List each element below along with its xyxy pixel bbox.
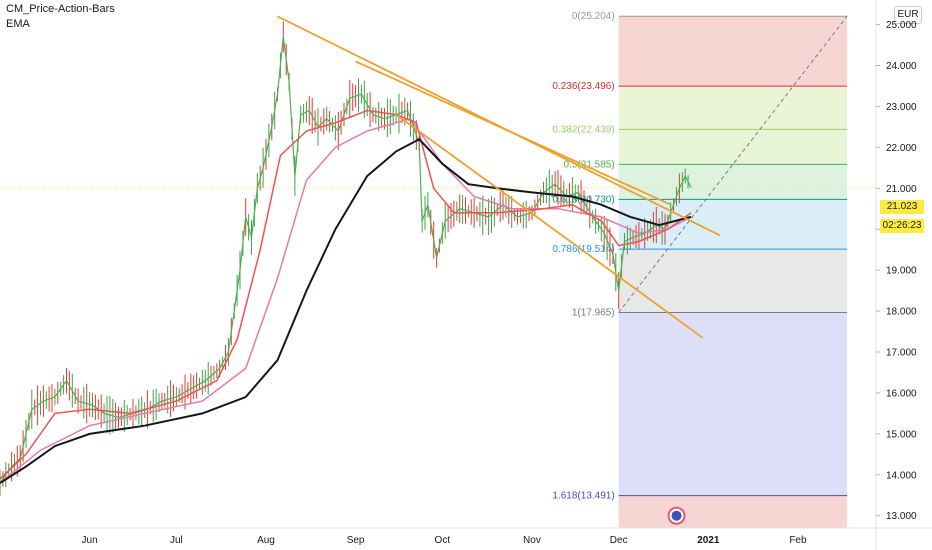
y-tick-label: 25.000 [886, 20, 917, 31]
y-tick-label: 18.000 [886, 307, 917, 318]
fib-zone [618, 86, 848, 130]
y-tick-label: 13.000 [886, 511, 917, 522]
fib-level-label: 0.5(21.585) [564, 159, 615, 170]
y-tick-label: 23.000 [886, 102, 917, 113]
trendline [355, 60, 672, 206]
x-tick-label: Feb [789, 535, 807, 546]
fib-zone [618, 249, 848, 313]
x-tick-label: 2021 [697, 535, 720, 546]
last-price-tag: 21.023 [880, 200, 924, 214]
fib-trend-line [618, 15, 848, 313]
y-tick-label: 16.000 [886, 388, 917, 399]
fib-zone [618, 16, 848, 87]
fib-level-label: 0.382(22.439) [552, 124, 614, 135]
indicator-label-price-action-bars[interactable]: CM_Price-Action-Bars [6, 3, 115, 15]
y-tick-label: 22.000 [886, 143, 917, 154]
fib-zone [618, 495, 848, 528]
x-tick-label: Jun [82, 535, 98, 546]
fib-level-label: 0.786(19.514) [552, 244, 614, 255]
fib-zone [618, 164, 848, 200]
x-tick-label: Jul [170, 535, 183, 546]
ema-fast-line [0, 109, 692, 480]
plot-area: 0(25.204) 0.236(23.496) 0.382(22.439) 0.5(2… [0, 11, 876, 528]
y-tick-label: 15.000 [886, 429, 917, 440]
y-tick-label: 21.000 [886, 184, 917, 195]
y-tick-label: 19.000 [886, 266, 917, 277]
fib-zone [618, 129, 848, 165]
y-tick-label: 14.000 [886, 470, 917, 481]
x-tick-label: Dec [610, 535, 628, 546]
y-tick-label: 24.000 [886, 61, 917, 72]
fib-level-label: 1(17.965) [572, 308, 615, 319]
fib-level-label: 0.236(23.496) [552, 81, 614, 92]
x-tick-label: Nov [523, 535, 541, 546]
y-tick-label: 17.000 [886, 348, 917, 359]
bar-countdown-tag: 02:26:23 [880, 219, 924, 233]
x-tick-label: Oct [435, 535, 451, 546]
price-bars [0, 21, 689, 497]
x-tick-label: Sep [347, 535, 365, 546]
fib-zone [618, 312, 848, 496]
ema-mid-line [0, 117, 692, 484]
fib-level-label: 0(25.204) [572, 11, 615, 22]
fib-level-label: 1.618(13.491) [552, 491, 614, 502]
event-marker-icon-core [671, 510, 682, 521]
trendline [395, 113, 704, 339]
ema-slow-line [0, 137, 692, 484]
x-tick-label: Aug [257, 535, 275, 546]
indicator-label-ema[interactable]: EMA [6, 18, 30, 30]
currency-button[interactable]: EUR [894, 6, 922, 24]
